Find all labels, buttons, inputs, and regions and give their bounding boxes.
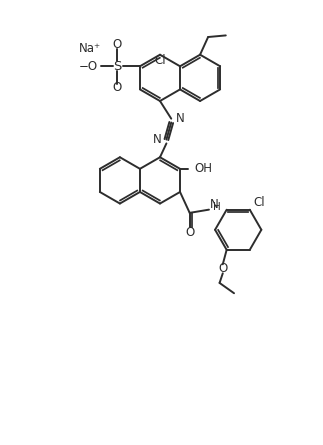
- Text: −O: −O: [78, 60, 98, 73]
- Text: Na⁺: Na⁺: [79, 42, 101, 55]
- Text: O: O: [113, 38, 122, 51]
- Text: S: S: [113, 60, 122, 73]
- Text: O: O: [185, 226, 194, 239]
- Text: Cl: Cl: [254, 196, 265, 209]
- Text: Cl: Cl: [154, 54, 166, 67]
- Text: N: N: [153, 133, 162, 146]
- Text: N: N: [210, 198, 219, 211]
- Text: H: H: [213, 202, 221, 212]
- Text: OH: OH: [194, 162, 213, 175]
- Text: N: N: [176, 112, 185, 125]
- Text: O: O: [218, 262, 227, 275]
- Text: O: O: [113, 81, 122, 94]
